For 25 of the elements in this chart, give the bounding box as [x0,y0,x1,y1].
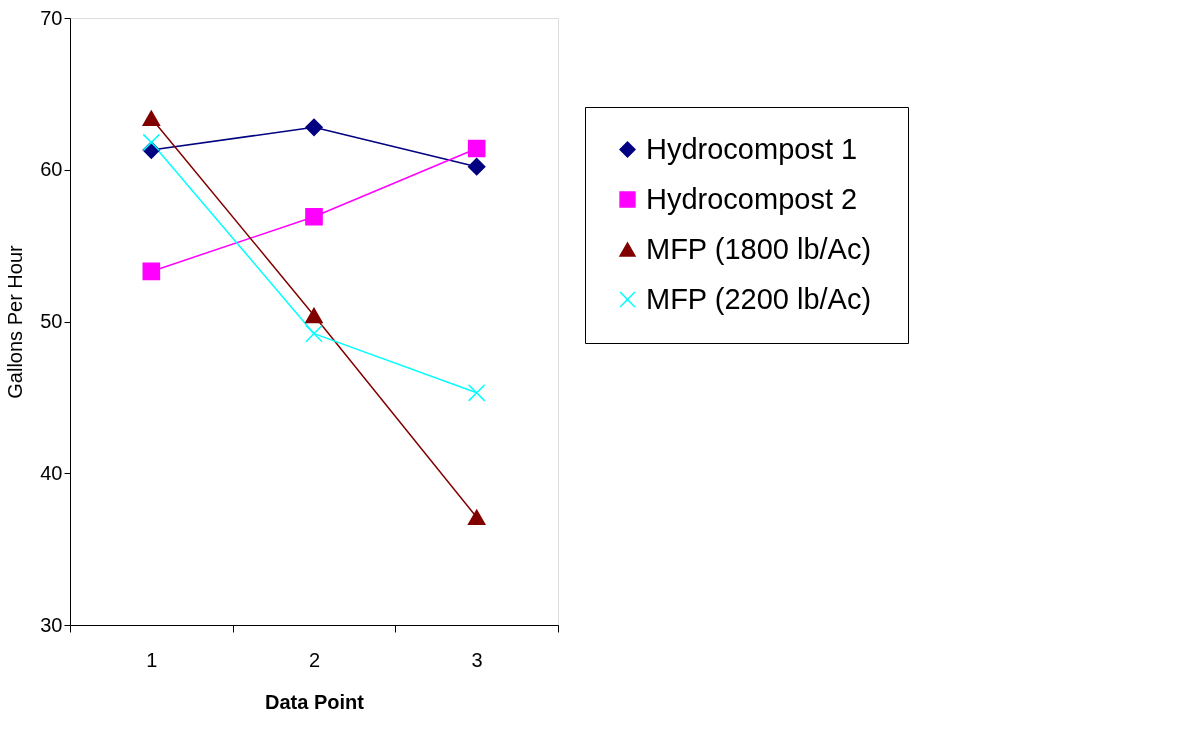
point [467,157,486,176]
y-tick-label: 50 [40,310,63,332]
point [305,118,323,137]
legend-label: Hydrocompost 1 [646,132,858,165]
point [305,324,323,343]
point [142,133,161,152]
point [467,139,486,158]
x-tick-label: 3 [471,648,483,671]
y-tick-label: 40 [40,461,63,484]
point [142,110,161,126]
legend-label: Hydrocompost 2 [646,182,858,215]
legend-label: MFP (1800 lb/Ac) [646,232,872,265]
point [142,262,161,281]
y-axis-title: Gallons Per Hour [4,244,27,399]
point [467,509,486,525]
x-tick-label: 2 [308,648,321,671]
y-tick-label: 60 [40,158,63,181]
legend-label: MFP (2200 lb/Ac) [646,282,872,315]
point [305,207,323,226]
point [305,307,323,324]
x-tick-label: 1 [146,648,158,671]
point [467,384,486,402]
y-tick-label: 30 [40,613,63,636]
x-axis-title: Data Point [265,690,365,713]
y-tick-label: 70 [40,6,63,29]
